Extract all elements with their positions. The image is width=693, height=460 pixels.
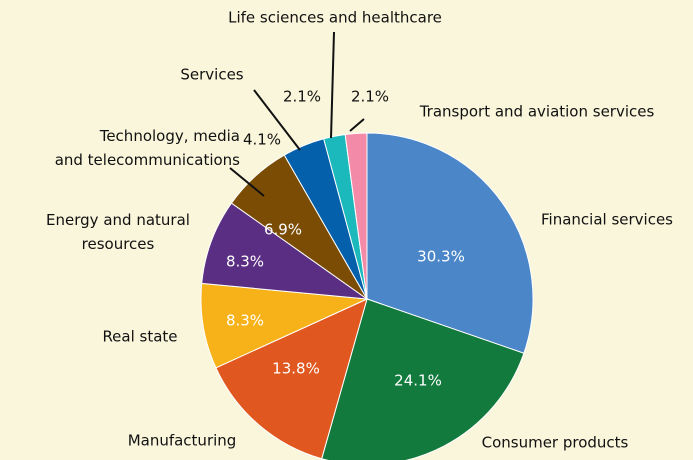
pie-slice <box>215 298 368 460</box>
pie-slice <box>200 282 369 369</box>
category-label: Transport and aviation services <box>419 103 655 121</box>
value-label: 8.3% <box>226 312 264 330</box>
value-label: 30.3% <box>417 248 465 266</box>
category-label: Consumer products <box>482 434 629 452</box>
value-label: 2.1% <box>283 88 321 106</box>
category-label: Financial services <box>541 211 673 229</box>
value-label: 2.1% <box>351 88 389 106</box>
category-label: Technology, media and telecommunications <box>55 127 240 169</box>
leader-line <box>229 167 265 197</box>
leader-line <box>253 89 301 151</box>
category-label: Services <box>180 66 243 84</box>
labels: 30.3%24.1%13.8%8.3%8.3%6.9%4.1%2.1% 2.1%F… <box>46 9 673 452</box>
pie-slice <box>366 132 534 354</box>
leader-line <box>330 31 335 139</box>
category-label: Manufacturing <box>128 432 237 450</box>
value-label: 13.8% <box>272 360 320 378</box>
pie-slice <box>321 298 525 460</box>
category-label: Real state <box>102 328 177 346</box>
value-label: 4.1% <box>243 131 281 149</box>
category-label: Life sciences and healthcare <box>228 9 442 27</box>
value-label: 8.3% <box>226 253 264 271</box>
category-label: Energy and natural resources <box>46 211 190 253</box>
leader-line <box>349 118 365 132</box>
pie-slice <box>201 202 369 300</box>
value-label: 6.9% <box>264 221 302 239</box>
value-label: 24.1% <box>394 372 442 390</box>
pie-slice <box>344 132 368 300</box>
pie <box>200 132 534 460</box>
